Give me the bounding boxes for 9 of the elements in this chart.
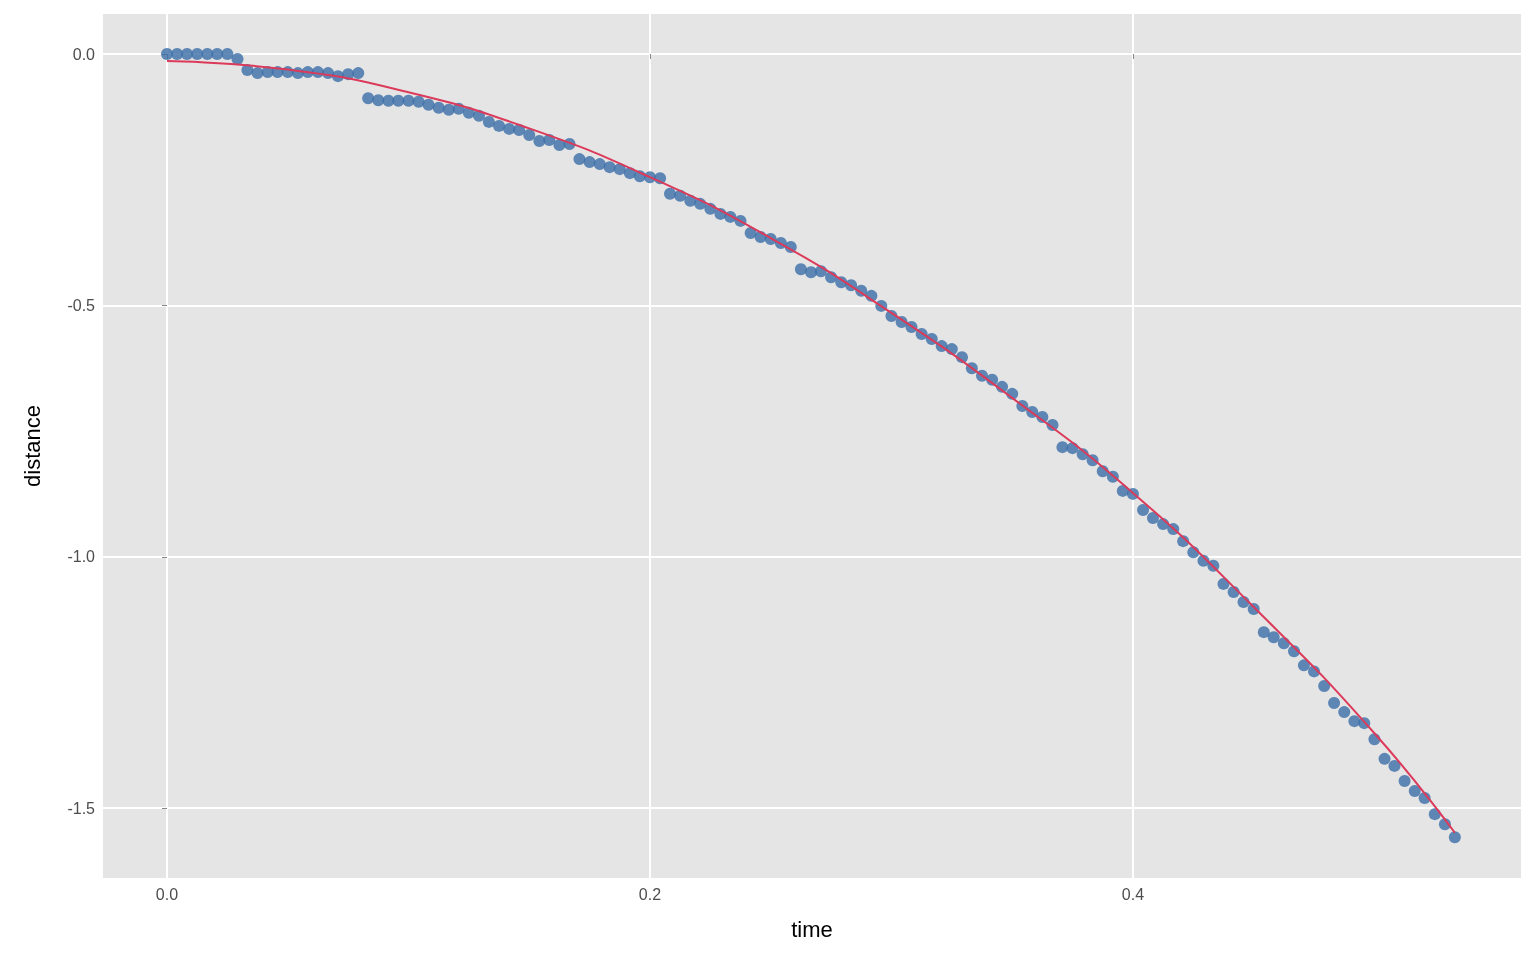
x-tick-label: 0.2	[638, 885, 662, 903]
y-tick-label: -0.5	[67, 296, 96, 314]
y-tick-label: -1.5	[67, 799, 96, 817]
x-tick-label: 0.4	[1121, 885, 1145, 903]
x-tick-label: 0.0	[155, 885, 179, 903]
x-axis-title: time	[791, 916, 833, 942]
y-tick-label: -1.0	[67, 548, 96, 566]
y-axis-title: distance	[19, 405, 45, 487]
y-tick-label: 0.0	[72, 45, 96, 63]
